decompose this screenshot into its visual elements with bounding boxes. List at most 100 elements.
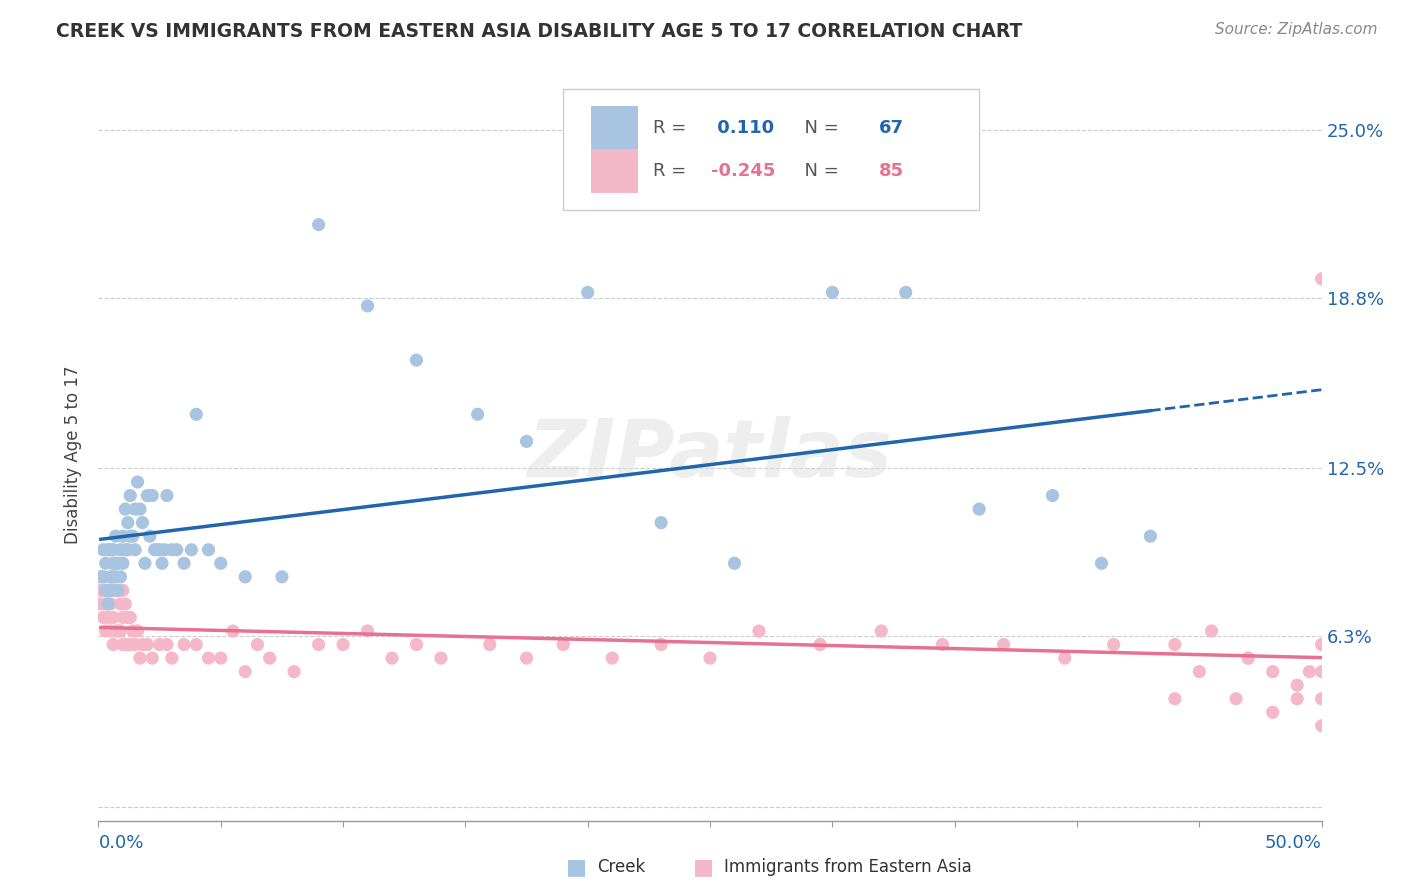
Point bbox=[104, 529, 127, 543]
Point bbox=[101, 610, 124, 624]
Point bbox=[114, 597, 136, 611]
Point bbox=[381, 651, 404, 665]
Point bbox=[405, 638, 427, 652]
Text: Source: ZipAtlas.com: Source: ZipAtlas.com bbox=[1215, 22, 1378, 37]
Point bbox=[94, 583, 117, 598]
Point bbox=[1286, 691, 1309, 706]
Point bbox=[283, 665, 305, 679]
Point bbox=[114, 542, 136, 557]
Point bbox=[1225, 691, 1247, 706]
Point bbox=[101, 542, 124, 557]
Point bbox=[107, 583, 129, 598]
Point bbox=[270, 570, 294, 584]
Point bbox=[104, 624, 127, 638]
Point bbox=[467, 407, 489, 421]
Point bbox=[1261, 665, 1284, 679]
Point bbox=[90, 583, 112, 598]
Point bbox=[136, 638, 159, 652]
Point bbox=[1237, 651, 1260, 665]
Point bbox=[141, 489, 163, 503]
Point bbox=[143, 542, 166, 557]
Text: R =: R = bbox=[652, 162, 692, 180]
Point bbox=[100, 570, 122, 584]
Point bbox=[150, 556, 173, 570]
Point bbox=[153, 542, 176, 557]
Point bbox=[478, 638, 501, 652]
Point bbox=[149, 542, 172, 557]
Text: R =: R = bbox=[652, 119, 692, 137]
Text: Creek: Creek bbox=[598, 858, 645, 876]
Point bbox=[1188, 665, 1211, 679]
Point bbox=[127, 475, 149, 489]
Point bbox=[186, 407, 208, 421]
Point bbox=[101, 556, 124, 570]
Text: N =: N = bbox=[793, 162, 845, 180]
Point bbox=[100, 542, 122, 557]
Point bbox=[197, 542, 219, 557]
Point bbox=[156, 638, 179, 652]
Point bbox=[110, 542, 132, 557]
Point bbox=[1237, 651, 1260, 665]
Point bbox=[246, 638, 269, 652]
Point bbox=[515, 434, 537, 449]
Point bbox=[1053, 651, 1076, 665]
Point bbox=[120, 529, 142, 543]
Point bbox=[870, 624, 893, 638]
Point bbox=[197, 651, 219, 665]
Point bbox=[107, 556, 129, 570]
Point bbox=[1102, 638, 1125, 652]
Text: 67: 67 bbox=[879, 119, 904, 137]
Point bbox=[967, 502, 990, 516]
Point bbox=[100, 624, 122, 638]
Point bbox=[156, 489, 179, 503]
Point bbox=[1286, 678, 1309, 692]
Point bbox=[222, 624, 245, 638]
Point bbox=[160, 651, 183, 665]
Point bbox=[104, 583, 127, 598]
Point bbox=[131, 516, 153, 530]
Text: ■: ■ bbox=[567, 857, 586, 877]
Point bbox=[110, 624, 132, 638]
Text: 50.0%: 50.0% bbox=[1265, 834, 1322, 852]
Point bbox=[91, 570, 114, 584]
Point bbox=[180, 542, 202, 557]
Point bbox=[139, 529, 162, 543]
Point bbox=[1298, 665, 1320, 679]
Point bbox=[94, 556, 117, 570]
Point bbox=[808, 638, 831, 652]
Point bbox=[259, 651, 281, 665]
Point bbox=[111, 610, 134, 624]
Point bbox=[129, 502, 152, 516]
Point bbox=[101, 570, 124, 584]
Point bbox=[111, 529, 134, 543]
Point bbox=[515, 651, 537, 665]
Point bbox=[107, 624, 129, 638]
Point bbox=[149, 638, 172, 652]
Text: N =: N = bbox=[793, 119, 845, 137]
Text: 0.110: 0.110 bbox=[711, 119, 775, 137]
Point bbox=[100, 570, 122, 584]
Point bbox=[723, 556, 745, 570]
Text: -0.245: -0.245 bbox=[711, 162, 776, 180]
Point bbox=[821, 285, 844, 300]
Point bbox=[1164, 691, 1187, 706]
Point bbox=[124, 638, 146, 652]
Point bbox=[101, 638, 124, 652]
Point bbox=[1261, 706, 1284, 720]
Point bbox=[94, 624, 117, 638]
Point bbox=[1139, 529, 1161, 543]
Point bbox=[136, 489, 159, 503]
Point bbox=[141, 651, 163, 665]
Y-axis label: Disability Age 5 to 17: Disability Age 5 to 17 bbox=[65, 366, 83, 544]
Point bbox=[332, 638, 354, 652]
Point bbox=[650, 638, 672, 652]
Point bbox=[308, 638, 330, 652]
Point bbox=[1310, 665, 1333, 679]
Point bbox=[553, 638, 575, 652]
Point bbox=[104, 556, 127, 570]
Point bbox=[576, 285, 599, 300]
Text: ■: ■ bbox=[693, 857, 713, 877]
Point bbox=[107, 583, 129, 598]
Point bbox=[111, 583, 134, 598]
Text: ZIPatlas: ZIPatlas bbox=[527, 416, 893, 494]
